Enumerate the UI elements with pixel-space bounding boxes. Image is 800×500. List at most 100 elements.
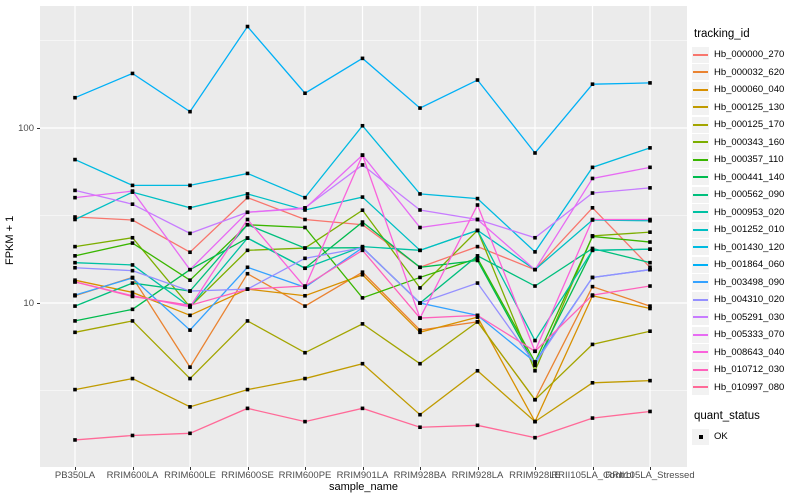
legend-entry-Hb_000343_160: Hb_000343_160: [692, 134, 798, 152]
data-point: [73, 265, 77, 270]
data-point: [590, 234, 595, 239]
data-point: [533, 368, 537, 373]
data-point: [73, 95, 77, 100]
legend-label: Hb_000125_130: [714, 101, 785, 113]
data-point: [303, 225, 307, 230]
data-point: [533, 267, 537, 272]
data-point: [188, 376, 192, 381]
data-point: [533, 349, 537, 354]
data-point: [475, 217, 480, 222]
legend-label: Hb_010997_080: [714, 381, 785, 393]
data-point: [73, 304, 77, 308]
legend-entry-Hb_010997_080: Hb_010997_080: [692, 379, 798, 397]
legend-key-swatch: [692, 309, 709, 326]
legend-key-swatch: [692, 256, 709, 273]
data-point: [418, 225, 422, 230]
data-point: [188, 267, 192, 272]
legend-key-swatch: [692, 379, 709, 396]
data-point: [130, 202, 135, 206]
data-point: [360, 361, 365, 366]
data-point: [73, 330, 77, 335]
data-point: [418, 412, 422, 417]
data-point: [73, 188, 77, 193]
quant-entries: OK: [692, 428, 798, 446]
data-point: [188, 313, 192, 318]
data-point: [73, 260, 77, 265]
data-point: [418, 316, 422, 320]
data-point: [130, 319, 135, 323]
x-tick-label: RRIM928LE: [509, 470, 561, 481]
data-point: [418, 275, 422, 280]
data-point: [360, 153, 365, 157]
legend-entry-Hb_001252_010: Hb_001252_010: [692, 221, 798, 239]
data-point: [245, 171, 250, 176]
data-point: [245, 271, 250, 276]
data-point: [73, 293, 77, 297]
data-point: [130, 263, 135, 267]
legend-entry-Hb_001430_120: Hb_001430_120: [692, 239, 798, 257]
data-point: [533, 361, 537, 366]
legend-key-line: [693, 298, 708, 301]
data-point: [188, 405, 192, 409]
legend-key-swatch: [692, 46, 709, 63]
data-point: [360, 296, 365, 300]
x-tick-mark: [477, 467, 479, 470]
data-point: [418, 106, 422, 110]
data-point: [245, 195, 250, 200]
data-point: [303, 256, 307, 261]
data-point: [303, 293, 307, 298]
legend-label: Hb_000032_620: [714, 66, 785, 78]
legend-key-swatch: [692, 151, 709, 168]
data-point: [73, 195, 77, 200]
data-point: [590, 284, 595, 289]
legend-key-swatch: [692, 134, 709, 151]
legend-key-swatch: [692, 326, 709, 343]
legend-key-swatch: [692, 169, 709, 186]
data-point: [73, 215, 77, 219]
legend-key-line: [693, 193, 708, 196]
data-point: [303, 350, 307, 355]
legend-label: Hb_005333_070: [714, 329, 785, 341]
data-point: [188, 250, 192, 255]
legend-key-line: [693, 351, 708, 354]
legend-label: Hb_004310_020: [714, 294, 785, 306]
legend-quant-status-block: quant_status OK: [692, 410, 798, 446]
x-tick-mark: [247, 467, 249, 470]
data-point: [188, 231, 192, 236]
data-point: [590, 191, 595, 195]
data-point: [188, 328, 192, 332]
data-point: [475, 256, 480, 261]
data-point: [533, 250, 537, 254]
data-point: [303, 217, 307, 222]
data-point: [130, 183, 135, 188]
data-point: [73, 217, 77, 222]
data-point: [648, 378, 652, 383]
legend: tracking_id Hb_000000_270 Hb_000032_620 Hb…: [692, 28, 798, 446]
legend-key-swatch: [692, 361, 709, 378]
data-point: [303, 419, 307, 424]
data-point: [245, 248, 250, 253]
data-point: [303, 266, 307, 271]
legend-label: Hb_001864_060: [714, 259, 785, 271]
data-point: [533, 284, 537, 288]
data-point: [245, 406, 250, 411]
data-point: [130, 376, 135, 381]
legend-key-swatch: [692, 344, 709, 361]
data-point: [648, 306, 652, 311]
data-point: [188, 303, 192, 308]
data-point: [648, 304, 652, 308]
data-point: [245, 217, 250, 222]
data-point: [590, 246, 595, 251]
x-tick-label: RRIM901LA: [336, 470, 389, 481]
data-point: [130, 433, 135, 438]
data-point: [648, 260, 652, 265]
data-point: [188, 278, 192, 282]
data-point: [418, 328, 422, 332]
x-tick-label: RRIM600LE: [164, 470, 216, 481]
legend-key-swatch: [692, 64, 709, 81]
x-tick-label: RRIM600PE: [278, 470, 332, 481]
legend-key-swatch: [692, 221, 709, 238]
data-point: [73, 254, 77, 258]
data-point: [533, 151, 537, 155]
